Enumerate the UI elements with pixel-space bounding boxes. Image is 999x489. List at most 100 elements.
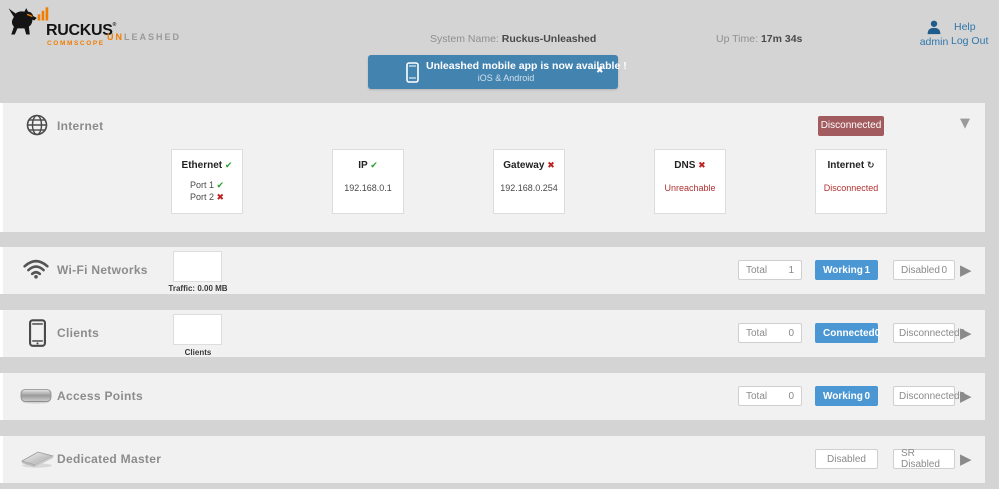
mobile-phone-icon (406, 62, 419, 83)
admin-link[interactable]: admin (919, 36, 949, 48)
collapse-icon[interactable]: ▼ (960, 116, 970, 131)
badge-label: Disconnected (899, 327, 960, 339)
card-gateway-title: Gateway ✖ (503, 160, 555, 171)
card-internet-title: Internet ↻ (827, 160, 875, 171)
badge-label: Working (823, 264, 863, 276)
clients-chart (173, 314, 222, 345)
badge-value: 0 (864, 390, 870, 402)
expand-arrow-icon[interactable]: ▶ (960, 387, 972, 405)
check-icon: ✔ (224, 161, 233, 171)
badge-value: 0 (788, 327, 794, 339)
badge-disabled[interactable]: Disabled (815, 449, 878, 469)
trademark: ® (112, 22, 117, 28)
system-name-label: System Name: (430, 33, 499, 45)
badge-working[interactable]: Working 1 (815, 260, 878, 280)
badge-label: Disabled (827, 453, 866, 465)
badge-value: 0 (959, 327, 966, 339)
banner-subtitle: iOS & Android (477, 73, 535, 83)
ruckus-logo: RUCKUS® COMMSCOPE (6, 5, 166, 51)
system-name-value: Ruckus-Unleashed (501, 33, 597, 45)
badge-label: SR Disabled (901, 448, 940, 470)
access-point-icon (20, 389, 52, 404)
refresh-icon[interactable]: ↻ (866, 161, 875, 171)
user-icon (927, 20, 941, 35)
internet-status: Disconnected (823, 183, 879, 193)
badge-label: Total (746, 264, 768, 276)
internet-status-badge: Disconnected (818, 116, 884, 136)
card-ethernet: Ethernet ✔ Port 1 ✔ Port 2 ✖ (171, 149, 243, 214)
badge-label: Total (746, 390, 768, 402)
badge-value: 1 (788, 264, 794, 276)
expand-arrow-icon[interactable]: ▶ (960, 261, 972, 279)
banner-text: Unleashed mobile app is now available ! … (426, 60, 627, 84)
internet-section: Internet Disconnected ▼ Ethernet ✔ Port … (0, 103, 985, 232)
card-ip: IP ✔ 192.168.0.1 (332, 149, 404, 214)
cross-icon: ✖ (698, 161, 706, 171)
card-internet: Internet ↻ Disconnected (815, 149, 887, 214)
dedicated-master-section-title: Dedicated Master (57, 452, 162, 466)
wifi-icon (23, 259, 49, 279)
badge-connected[interactable]: Connected 0 (815, 323, 881, 343)
badge-label: Disabled (901, 264, 940, 276)
traffic-caption: Traffic: 0.00 MB (168, 284, 228, 293)
badge-value: 0 (959, 390, 966, 402)
brand-text: RUCKUS® (46, 22, 117, 39)
badge-disabled[interactable]: Disabled 0 (893, 260, 955, 280)
clients-caption: Clients (184, 348, 212, 357)
wifi-section-title: Wi-Fi Networks (57, 263, 148, 277)
port1-status: Port 1 ✔ (189, 180, 225, 191)
help-link[interactable]: Help (954, 21, 976, 33)
check-icon: ✔ (216, 181, 225, 191)
commscope-text: COMMSCOPE (47, 40, 105, 47)
badge-label: Disconnected (899, 390, 960, 402)
badge-value: 0 (788, 390, 794, 402)
badge-label: Working (823, 390, 863, 402)
dedicated-master-section: Dedicated Master Disabled SR Disabled ▶ (0, 436, 985, 483)
badge-total[interactable]: Total 0 (738, 386, 802, 406)
wifi-section: Wi-Fi Networks Traffic: 0.00 MB Total 1 W… (0, 247, 985, 294)
access-points-section: Access Points Total 0 Working 0 Disconnect… (0, 373, 985, 420)
ip-value: 192.168.0.1 (344, 183, 392, 193)
close-icon[interactable]: ✖ (596, 66, 604, 76)
dns-status: Unreachable (664, 183, 716, 193)
uptime-label: Up Time: (716, 33, 759, 45)
badge-disconnected[interactable]: Disconnected 0 (893, 386, 965, 406)
card-ip-title: IP ✔ (358, 160, 378, 171)
badge-label: Total (746, 327, 768, 339)
uptime: Up Time: 17m 34s (716, 33, 802, 45)
badge-value: 0 (874, 327, 881, 339)
expand-arrow-icon[interactable]: ▶ (960, 324, 972, 342)
uptime-value: 17m 34s (760, 33, 803, 45)
unleashed-wordmark: UNLEASHED (107, 32, 181, 42)
cross-icon: ✖ (547, 161, 555, 171)
smartphone-icon (29, 319, 46, 347)
expand-arrow-icon[interactable]: ▶ (960, 450, 972, 468)
logout-link[interactable]: Log Out (951, 35, 989, 47)
cross-icon: ✖ (216, 193, 225, 203)
unleashed-prefix: UN (107, 32, 124, 42)
badge-sr-disabled[interactable]: SR Disabled (893, 448, 955, 470)
dedicated-master-icon (20, 451, 55, 468)
access-points-section-title: Access Points (57, 389, 143, 403)
badge-total[interactable]: Total 1 (738, 260, 802, 280)
badge-value: 1 (864, 264, 870, 276)
ruckus-dog-icon (8, 7, 49, 35)
badge-value: 0 (941, 264, 947, 276)
badge-total[interactable]: Total 0 (738, 323, 802, 343)
unleashed-suffix: LEASHED (124, 32, 182, 42)
badge-working[interactable]: Working 0 (815, 386, 878, 406)
badge-disconnected[interactable]: Disconnected 0 (893, 323, 965, 343)
card-gateway: Gateway ✖ 192.168.0.254 (493, 149, 565, 214)
internet-section-title: Internet (57, 119, 104, 133)
badge-label: Connected (823, 327, 875, 339)
clients-section-title: Clients (57, 326, 100, 340)
gateway-value: 192.168.0.254 (500, 183, 558, 193)
mobile-app-banner: Unleashed mobile app is now available ! … (368, 55, 627, 89)
check-icon: ✔ (370, 161, 378, 171)
traffic-chart (173, 251, 222, 282)
port2-status: Port 2 ✖ (189, 192, 225, 203)
signal-bars-icon (37, 7, 49, 21)
banner-title: Unleashed mobile app is now available ! (426, 60, 627, 72)
user-block[interactable]: admin (916, 20, 952, 48)
globe-icon (26, 114, 48, 136)
